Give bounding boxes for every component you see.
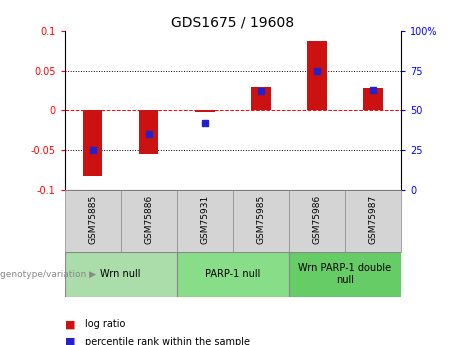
Text: Wrn PARP-1 double
null: Wrn PARP-1 double null — [298, 264, 391, 285]
Text: GSM75886: GSM75886 — [144, 195, 153, 244]
Bar — [177, 252, 289, 297]
Bar — [251, 87, 271, 110]
Bar — [195, 110, 214, 112]
Text: genotype/variation ▶: genotype/variation ▶ — [0, 270, 96, 279]
Text: percentile rank within the sample: percentile rank within the sample — [85, 337, 250, 345]
Bar — [363, 88, 383, 110]
Text: GSM75986: GSM75986 — [313, 195, 321, 244]
Text: PARP-1 null: PARP-1 null — [205, 269, 260, 279]
Text: GSM75885: GSM75885 — [88, 195, 97, 244]
Bar — [65, 252, 177, 297]
Bar — [289, 252, 401, 297]
Text: GSM75931: GSM75931 — [200, 195, 209, 244]
Text: ■: ■ — [65, 337, 75, 345]
Text: GSM75987: GSM75987 — [368, 195, 378, 244]
Bar — [121, 190, 177, 252]
Bar — [83, 110, 102, 176]
Bar — [345, 190, 401, 252]
Text: GSM75985: GSM75985 — [256, 195, 266, 244]
Bar — [307, 41, 327, 110]
Bar — [289, 190, 345, 252]
Text: log ratio: log ratio — [85, 319, 126, 329]
Bar — [65, 190, 121, 252]
Bar — [177, 190, 233, 252]
Text: Wrn null: Wrn null — [100, 269, 141, 279]
Text: ■: ■ — [65, 319, 75, 329]
Bar — [233, 190, 289, 252]
Title: GDS1675 / 19608: GDS1675 / 19608 — [171, 16, 295, 30]
Bar — [139, 110, 159, 154]
